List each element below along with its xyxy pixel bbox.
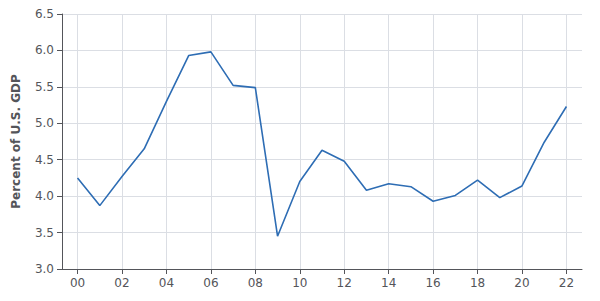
svg-text:20: 20 xyxy=(514,276,529,290)
svg-text:12: 12 xyxy=(337,276,352,290)
svg-text:22: 22 xyxy=(559,276,574,290)
svg-text:08: 08 xyxy=(248,276,263,290)
svg-text:04: 04 xyxy=(159,276,174,290)
svg-text:6.5: 6.5 xyxy=(35,7,54,21)
svg-text:4.5: 4.5 xyxy=(35,153,54,167)
svg-text:3.0: 3.0 xyxy=(35,262,54,276)
svg-text:3.5: 3.5 xyxy=(35,226,54,240)
svg-text:16: 16 xyxy=(425,276,440,290)
svg-text:Percent of U.S. GDP: Percent of U.S. GDP xyxy=(9,74,23,209)
svg-text:4.0: 4.0 xyxy=(35,189,54,203)
svg-text:6.0: 6.0 xyxy=(35,43,54,57)
svg-text:06: 06 xyxy=(203,276,218,290)
svg-text:5.0: 5.0 xyxy=(35,116,54,130)
svg-text:00: 00 xyxy=(70,276,85,290)
svg-text:02: 02 xyxy=(114,276,129,290)
svg-text:18: 18 xyxy=(470,276,485,290)
svg-text:14: 14 xyxy=(381,276,396,290)
svg-text:10: 10 xyxy=(292,276,307,290)
svg-text:5.5: 5.5 xyxy=(35,80,54,94)
